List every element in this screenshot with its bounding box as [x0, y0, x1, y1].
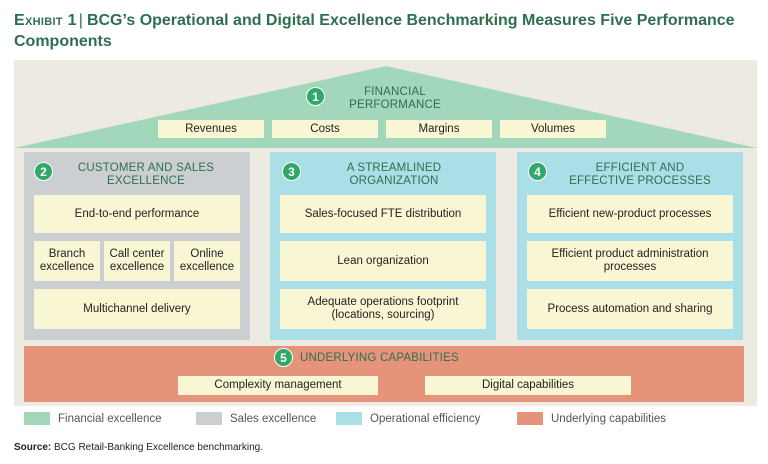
operations-footprint-box: Adequate operations footprint (locations…	[280, 289, 486, 329]
lean-organization-box: Lean organization	[280, 241, 486, 281]
exhibit-title: Exhibit 1 | BCG’s Operational and Digital …	[14, 10, 754, 52]
process-automation-box: Process automation and sharing	[527, 289, 733, 329]
exhibit-title-text: BCG’s Operational and Digital Excellence…	[14, 12, 735, 50]
financial-performance-title: Financial performance	[330, 86, 460, 112]
call-center-excellence-line1: Call center	[109, 248, 165, 260]
section-2-number: 2	[34, 162, 53, 181]
efficient-processes-title: Efficient and effective processes	[552, 162, 728, 188]
operations-footprint-line2: (locations, sourcing)	[331, 309, 435, 321]
customer-sales-excellence-title: Customer and sales excellence	[58, 162, 234, 188]
online-excellence-line1: Online	[190, 248, 224, 260]
multichannel-delivery-box: Multichannel delivery	[34, 289, 240, 329]
section-1-number: 1	[306, 87, 325, 106]
process-automation-line1: Process automation and sharing	[547, 302, 713, 315]
source-text: BCG Retail-Banking Excellence benchmarki…	[54, 442, 264, 453]
legend-label: Underlying capabilities	[551, 412, 667, 425]
legend-swatch	[196, 412, 222, 425]
legend-swatch	[517, 412, 543, 425]
section-5-number: 5	[274, 348, 293, 367]
branch-excellence-line2: excellence	[39, 261, 95, 273]
streamlined-organization-title: A streamlined organization	[306, 162, 482, 188]
call-center-excellence-line2: excellence	[109, 261, 165, 273]
online-excellence-line2: excellence	[179, 261, 235, 273]
product-administration-line2: processes	[603, 261, 657, 273]
title-separator: |	[78, 12, 83, 29]
legend-label: Financial excellence	[58, 412, 162, 425]
exhibit-label: Exhibit 1	[14, 12, 77, 29]
lean-organization-line1: Lean organization	[337, 254, 429, 267]
legend-swatch	[336, 412, 362, 425]
roof-title-line1: Financial	[364, 86, 426, 98]
online-excellence-box: Online excellence	[174, 241, 240, 281]
product-administration-line1: Efficient product administration	[551, 248, 709, 260]
processes-title-line1: Efficient and	[595, 162, 685, 174]
legend-label: Operational efficiency	[370, 412, 481, 425]
section-4-number: 4	[528, 162, 547, 181]
organization-title-line1: A streamlined	[346, 162, 442, 174]
legend-swatch	[24, 412, 50, 425]
roof-item-margins: Margins	[386, 120, 492, 138]
branch-excellence-line1: Branch	[48, 248, 86, 260]
sales-focused-fte-box: Sales-focused FTE distribution	[280, 195, 486, 233]
legend-operational-efficiency: Operational efficiency	[336, 412, 480, 425]
legend-underlying-capabilities: Underlying capabilities	[517, 412, 666, 425]
legend-financial-excellence: Financial excellence	[24, 412, 162, 425]
complexity-management-box: Complexity management	[178, 376, 378, 395]
processes-title-line2: effective processes	[569, 175, 711, 187]
source-label: Source:	[14, 442, 52, 453]
organization-title-line2: organization	[349, 175, 439, 187]
roof-title-line2: performance	[349, 99, 441, 111]
legend-label: Sales excellence	[230, 412, 317, 425]
customer-title-line1: Customer and sales	[77, 162, 215, 174]
underlying-capabilities-title: Underlying capabilities	[300, 352, 459, 364]
end-to-end-performance-box: End-to-end performance	[34, 195, 240, 233]
sales-focused-fte-line1: Sales-focused FTE distribution	[304, 207, 462, 220]
branch-excellence-box: Branch excellence	[34, 241, 100, 281]
operations-footprint-line1: Adequate operations footprint	[307, 296, 459, 308]
roof-item-volumes: Volumes	[500, 120, 606, 138]
digital-capabilities-box: Digital capabilities	[425, 376, 631, 395]
roof-item-revenues: Revenues	[158, 120, 264, 138]
source-note: Source: BCG Retail-Banking Excellence be…	[14, 442, 263, 453]
product-administration-box: Efficient product administration process…	[527, 241, 733, 281]
customer-title-line2: excellence	[106, 175, 186, 187]
new-product-processes-line1: Efficient new-product processes	[548, 207, 712, 220]
call-center-excellence-box: Call center excellence	[104, 241, 170, 281]
section-3-number: 3	[282, 162, 301, 181]
legend-sales-excellence: Sales excellence	[196, 412, 316, 425]
new-product-processes-box: Efficient new-product processes	[527, 195, 733, 233]
roof-item-costs: Costs	[272, 120, 378, 138]
